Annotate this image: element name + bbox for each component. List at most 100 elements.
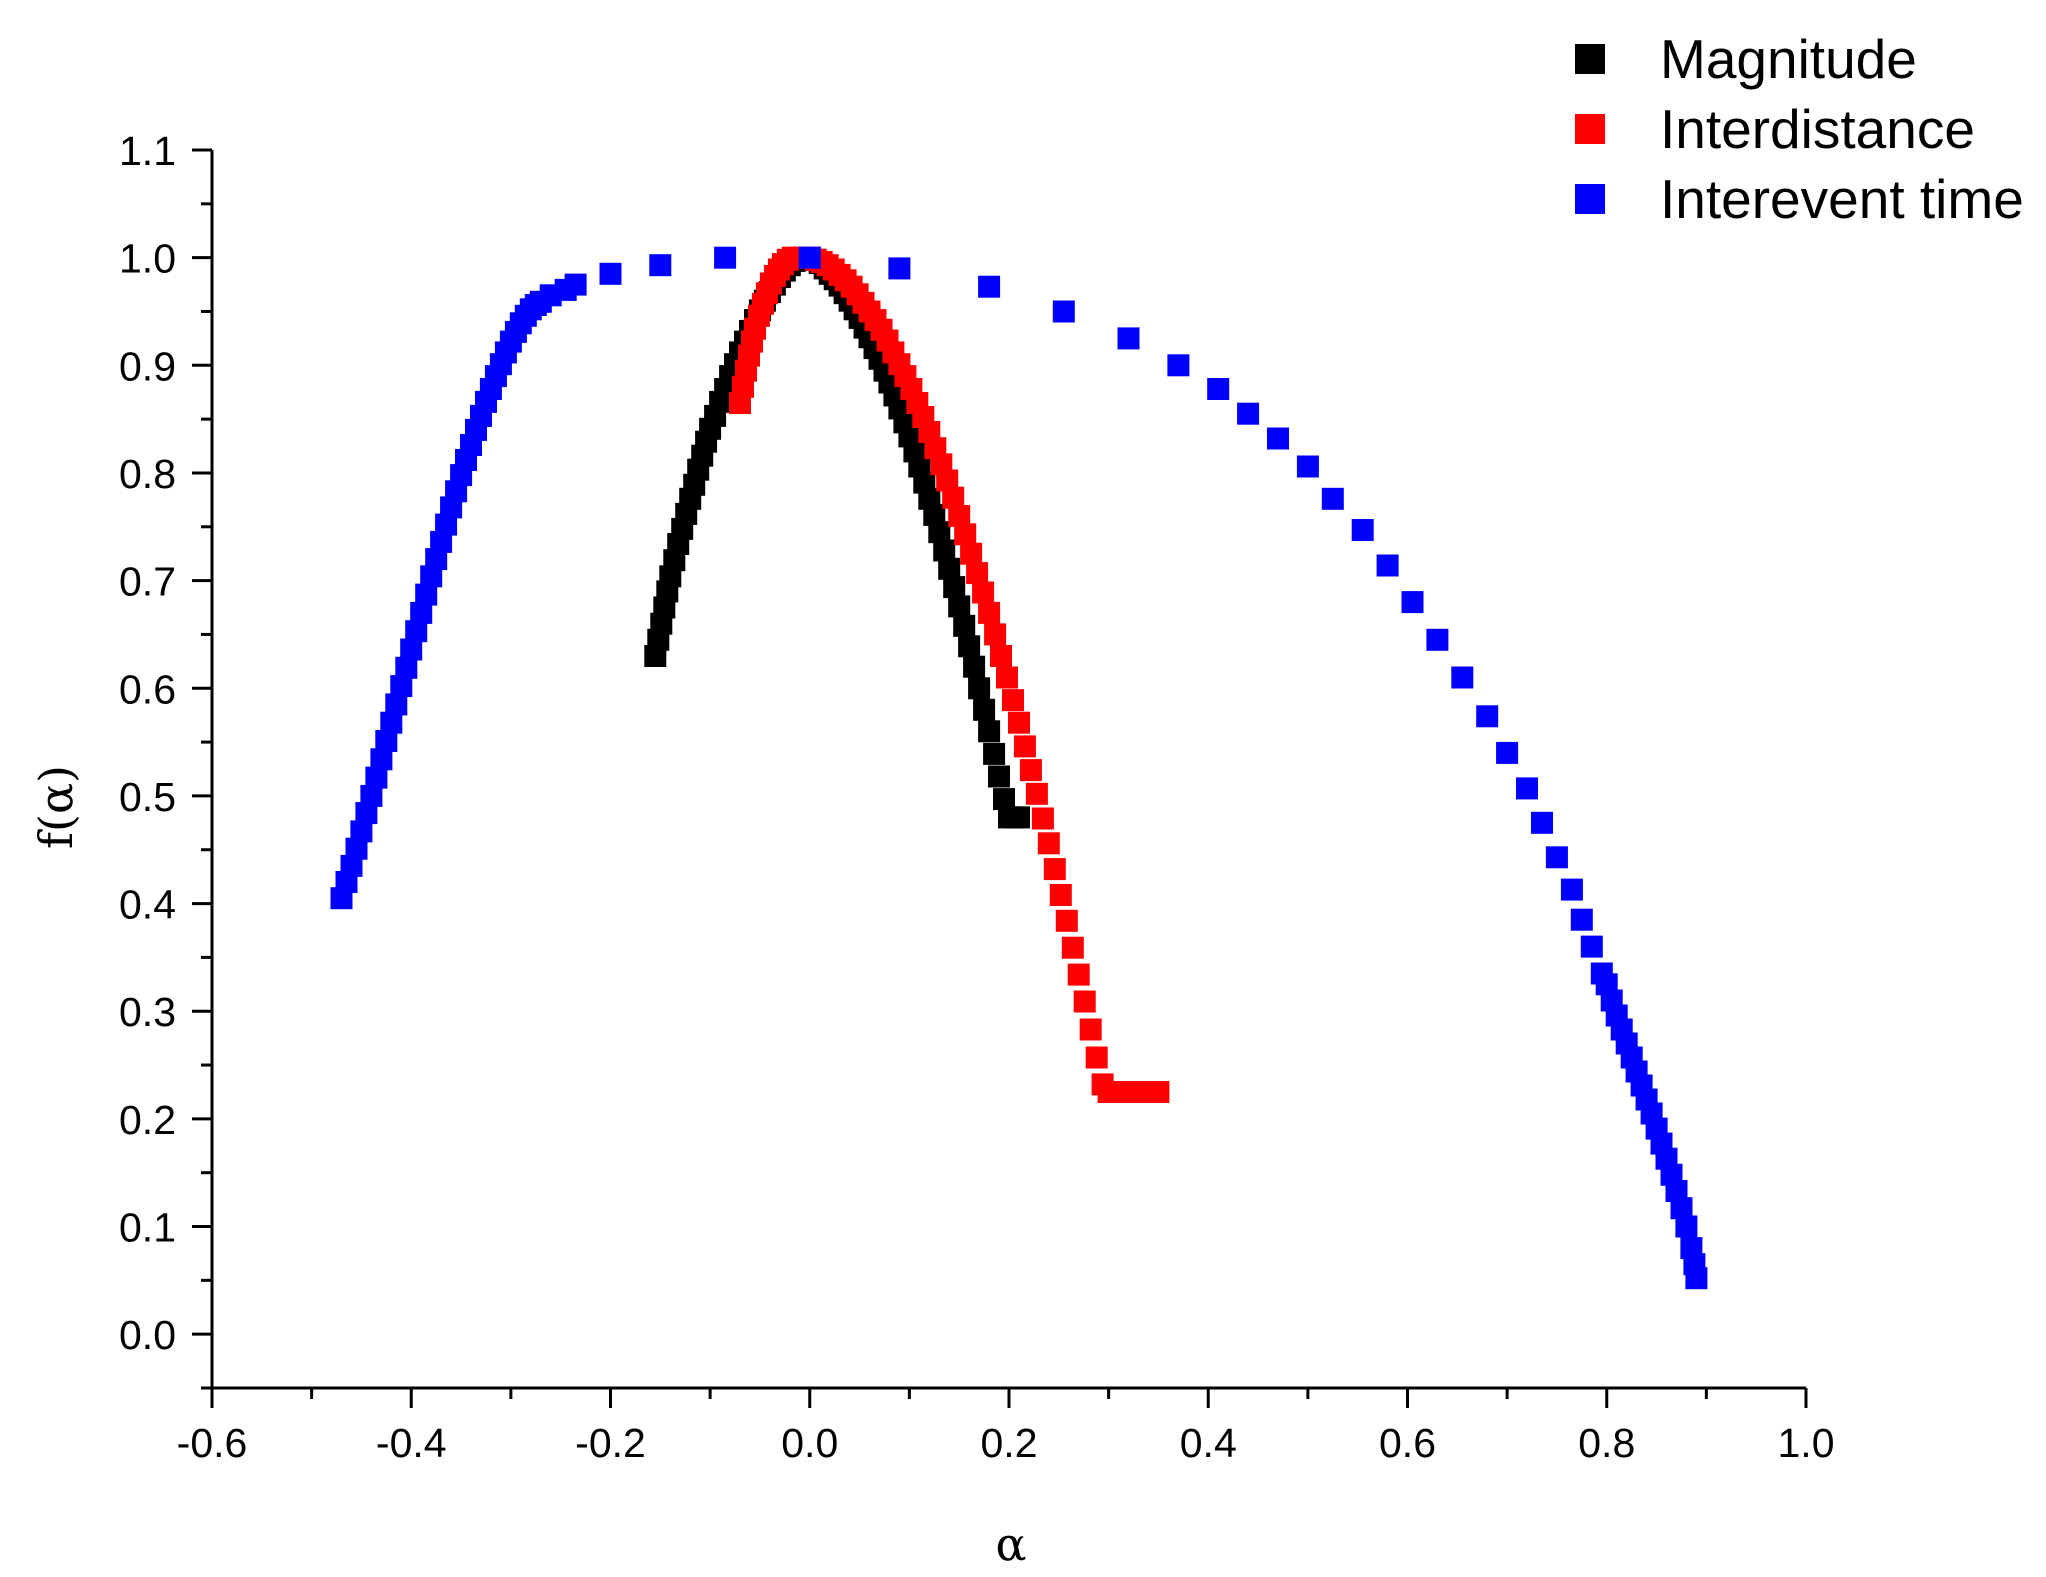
x-tick-label: 0.8	[1578, 1420, 1635, 1466]
data-point	[345, 837, 368, 860]
data-point	[923, 503, 946, 526]
data-point	[948, 595, 971, 618]
y-tick-label: 0.2	[119, 1097, 176, 1143]
data-point	[1079, 1018, 1102, 1041]
data-point	[420, 565, 443, 588]
y-tick-label: 1.1	[119, 128, 176, 174]
x-tick-label: 0.4	[1180, 1420, 1237, 1466]
data-point	[385, 693, 408, 716]
data-point	[1685, 1267, 1708, 1290]
data-point	[888, 257, 911, 280]
data-point	[983, 742, 1006, 765]
data-point	[958, 635, 981, 658]
data-point	[380, 711, 403, 734]
data-point	[1055, 909, 1078, 932]
data-point	[360, 784, 383, 807]
y-tick-label: 0.0	[119, 1312, 176, 1358]
data-point	[435, 513, 458, 536]
data-point	[972, 581, 995, 604]
data-point	[1531, 811, 1553, 834]
data-point	[365, 766, 388, 789]
data-point	[988, 765, 1010, 788]
data-point	[798, 246, 821, 269]
data-point	[1085, 1046, 1108, 1069]
data-point	[375, 730, 398, 752]
legend-label: Magnitude	[1660, 28, 1917, 90]
data-point	[1670, 1197, 1693, 1220]
x-tick-label: 0.2	[981, 1420, 1038, 1466]
data-point	[968, 677, 991, 700]
axes: -0.6 -0.4 -0.2 0.0 0.2 0.4 0.6 0.8 1.0 0.0 0.1 0.2 0…	[119, 128, 1835, 1466]
data-point	[1147, 1081, 1170, 1103]
x-tick-label: 1.0	[1778, 1420, 1835, 1466]
legend-marker	[1575, 114, 1605, 144]
data-point	[1073, 990, 1096, 1013]
y-tick-label: 0.1	[119, 1205, 176, 1251]
data-point	[990, 645, 1012, 667]
data-point	[1025, 782, 1048, 805]
data-point	[1031, 807, 1054, 830]
series-interdistance	[729, 246, 1170, 1103]
data-point	[1476, 705, 1499, 728]
data-point	[943, 576, 966, 599]
data-point	[714, 246, 737, 269]
data-point	[942, 486, 965, 509]
data-point	[963, 655, 986, 678]
y-tick-label: 0.5	[119, 774, 176, 820]
data-point	[1049, 884, 1072, 906]
data-point	[1376, 554, 1399, 577]
data-point	[340, 854, 363, 877]
data-point	[1067, 963, 1090, 986]
data-point	[370, 748, 393, 771]
data-point	[978, 275, 1001, 298]
data-point	[1675, 1215, 1698, 1238]
data-point	[1570, 908, 1593, 931]
data-point	[1037, 832, 1060, 855]
data-point	[1002, 689, 1024, 712]
x-tick-label: -0.4	[376, 1420, 447, 1466]
data-point	[978, 720, 1001, 743]
y-tick-label: 0.3	[119, 989, 176, 1035]
y-tick-label: 0.7	[119, 559, 176, 605]
series-layer	[330, 246, 1708, 1290]
data-point	[948, 505, 971, 527]
data-point	[1267, 427, 1289, 450]
x-tick-label: -0.6	[177, 1420, 248, 1466]
data-point	[1351, 519, 1374, 541]
data-point	[405, 620, 428, 643]
data-point	[960, 542, 983, 565]
data-point	[996, 666, 1018, 689]
data-point	[933, 539, 956, 562]
data-point	[1296, 455, 1319, 478]
data-point	[978, 601, 1001, 624]
data-point	[954, 523, 977, 546]
data-point	[415, 583, 438, 606]
data-point	[973, 698, 996, 721]
data-point	[1008, 711, 1030, 734]
data-point	[993, 788, 1015, 811]
data-point	[410, 601, 433, 624]
data-point	[1665, 1180, 1688, 1202]
data-point	[390, 675, 413, 698]
legend: Magnitude Interdistance Interevent time	[1575, 28, 2024, 230]
data-point	[1321, 487, 1344, 510]
data-point	[1117, 327, 1140, 350]
x-tick-label: -0.2	[575, 1420, 646, 1466]
x-tick-label: 0.6	[1379, 1420, 1436, 1466]
data-point	[400, 638, 423, 661]
data-point	[1545, 846, 1568, 869]
data-point	[1516, 777, 1538, 800]
data-point	[984, 623, 1007, 646]
data-point	[1052, 300, 1075, 323]
y-tick-label: 1.0	[119, 236, 176, 282]
data-point	[1560, 878, 1583, 901]
data-point	[1426, 628, 1449, 651]
legend-label: Interdistance	[1660, 98, 1975, 160]
data-point	[564, 273, 587, 296]
y-tick-label: 0.4	[119, 882, 176, 928]
data-point	[1167, 354, 1190, 377]
legend-label: Interevent time	[1660, 168, 2024, 230]
data-point	[425, 548, 448, 571]
